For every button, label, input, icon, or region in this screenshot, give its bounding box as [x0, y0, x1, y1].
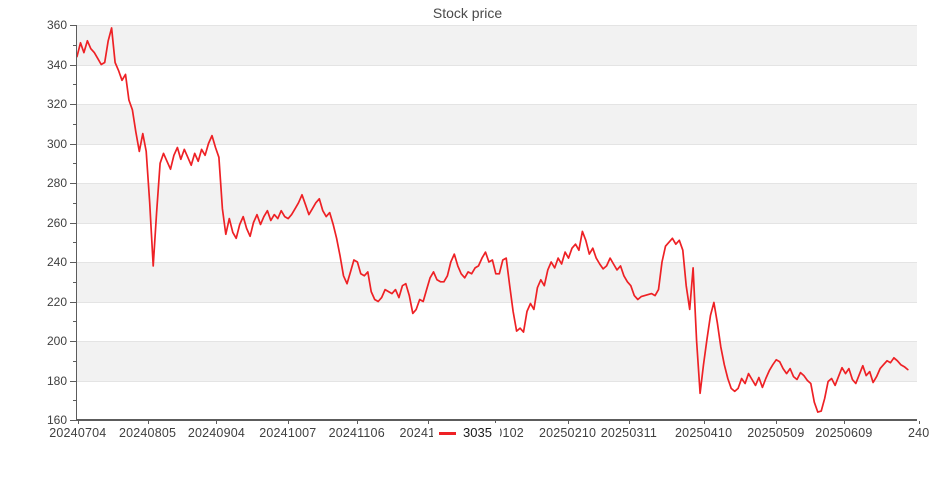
gridline	[77, 222, 917, 224]
legend: 3035	[433, 423, 500, 443]
y-tick-label: 260	[46, 215, 67, 230]
x-tick-label: 240	[907, 426, 930, 440]
y-tick-label: 300	[46, 136, 67, 151]
gridline	[77, 301, 917, 303]
x-tick-mark	[356, 421, 358, 424]
x-tick-label: 20250311	[600, 426, 658, 440]
x-tick-mark	[77, 421, 79, 424]
y-minor-tick-mark	[73, 123, 76, 125]
y-minor-tick-mark	[73, 321, 76, 323]
y-minor-tick-mark	[73, 202, 76, 204]
x-tick-mark	[703, 421, 705, 424]
background-band	[77, 25, 917, 65]
y-tick-mark	[70, 262, 76, 263]
x-tick-label: 20240904	[187, 426, 246, 440]
gridline	[77, 183, 917, 184]
x-tick-mark	[216, 421, 218, 424]
gridline	[77, 262, 917, 263]
background-band	[77, 183, 917, 223]
x-tick-mark	[918, 421, 920, 424]
x-tick-label: 20250609	[815, 426, 873, 440]
background-band	[77, 262, 917, 302]
gridline	[77, 25, 917, 26]
gridline	[77, 341, 917, 342]
x-tick-mark	[843, 421, 845, 424]
y-tick-label: 280	[46, 176, 67, 190]
x-tick-mark	[495, 421, 497, 424]
legend-series-label: 3035	[463, 425, 492, 440]
y-tick-label: 220	[46, 294, 67, 309]
price-line-path	[76, 27, 909, 413]
y-tick-mark	[70, 143, 76, 145]
x-tick-label: 20241007	[259, 426, 317, 440]
x-tick-mark	[147, 421, 149, 424]
y-tick-label: 340	[46, 57, 67, 72]
x-tick-label: 20250410	[675, 426, 733, 440]
gridline	[77, 104, 917, 105]
y-minor-tick-mark	[73, 400, 76, 402]
y-minor-tick-mark	[73, 44, 76, 46]
x-tick-label: 20250210	[538, 426, 597, 440]
y-tick-label: 180	[46, 373, 67, 388]
y-tick-label: 360	[46, 18, 67, 32]
legend-line-sample	[439, 431, 456, 435]
plot-area	[76, 25, 917, 420]
x-tick-mark	[428, 421, 430, 424]
gridline	[77, 143, 917, 145]
x-axis-line	[76, 419, 917, 421]
background-band	[77, 104, 917, 144]
gridline	[77, 380, 917, 382]
gridline	[77, 64, 917, 66]
x-tick-mark	[775, 421, 777, 424]
y-tick-mark	[70, 380, 76, 382]
x-tick-label: 20250509	[747, 426, 805, 440]
x-tick-mark	[287, 421, 289, 424]
y-tick-mark	[70, 301, 76, 303]
x-tick-mark	[567, 421, 569, 424]
y-tick-mark	[70, 25, 76, 26]
y-minor-tick-mark	[73, 360, 76, 362]
y-tick-mark	[70, 64, 76, 66]
y-tick-label: 240	[46, 255, 67, 269]
y-tick-mark	[70, 183, 76, 184]
y-tick-label: 200	[46, 334, 67, 348]
y-minor-tick-mark	[73, 163, 76, 165]
price-line-series	[76, 27, 909, 413]
y-tick-label: 160	[46, 413, 67, 427]
x-tick-mark	[628, 421, 630, 424]
y-tick-mark	[70, 341, 76, 342]
x-tick-label: 20240805	[118, 426, 177, 440]
y-axis-line	[76, 25, 77, 420]
y-tick-mark	[70, 222, 76, 224]
y-tick-label: 320	[46, 97, 67, 111]
y-minor-tick-mark	[73, 281, 76, 283]
y-tick-mark	[70, 420, 76, 421]
y-minor-tick-mark	[73, 242, 76, 244]
y-tick-mark	[70, 104, 76, 105]
y-minor-tick-mark	[73, 84, 76, 86]
x-tick-label: 20240704	[49, 426, 107, 440]
chart-title: Stock price	[432, 5, 503, 21]
x-tick-label: 20241106	[328, 426, 385, 440]
